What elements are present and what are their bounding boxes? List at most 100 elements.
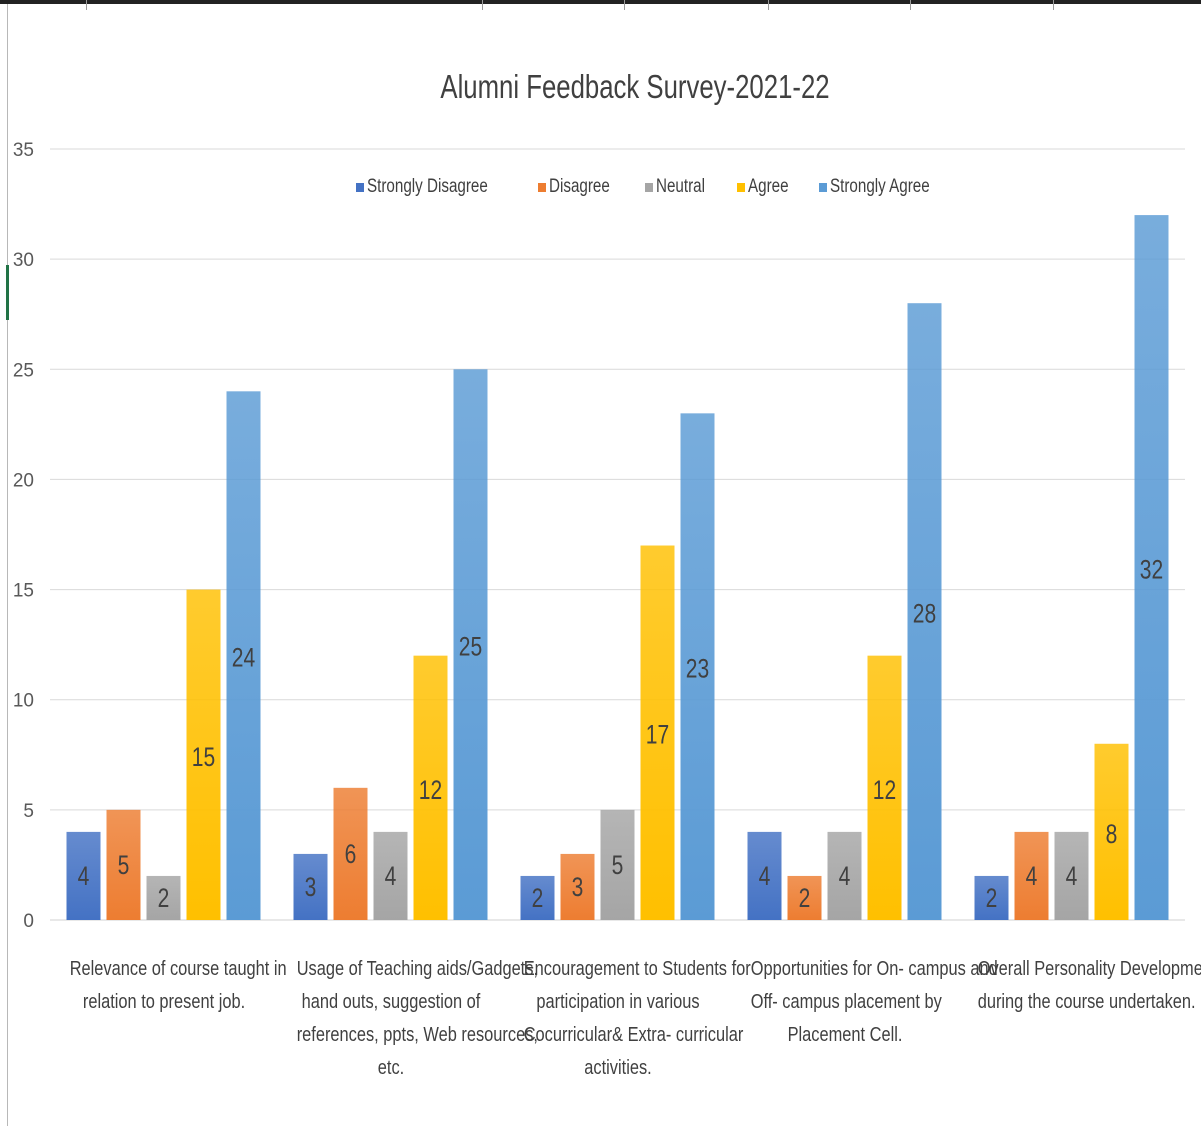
y-tick-label: 25 — [13, 360, 34, 381]
bar — [146, 875, 181, 920]
x-tick-label-line: Opportunities for On- campus and — [750, 958, 998, 980]
data-label: 4 — [839, 862, 851, 892]
data-label: 32 — [1140, 555, 1163, 585]
data-label: 2 — [986, 884, 998, 914]
data-label: 28 — [913, 599, 936, 629]
data-label: 4 — [759, 862, 771, 892]
x-tick-label: Usage of Teaching aids/Gadgets, hand outs… — [296, 953, 538, 1085]
data-label: 3 — [305, 873, 317, 903]
legend-swatch — [644, 182, 653, 192]
x-tick-label-line: activities. — [583, 1057, 652, 1079]
bar — [293, 853, 328, 920]
legend-swatch — [736, 182, 745, 192]
bar — [907, 303, 942, 920]
legend-label: Disagree — [548, 176, 610, 197]
column-divider — [86, 0, 87, 10]
x-tick-label-line: Usage of Teaching aids/Gadgets, — [296, 958, 538, 980]
x-tick-label: Overall Personality Development during th… — [977, 953, 1201, 1019]
bar — [453, 369, 488, 920]
x-tick-label-line: references, ppts, Web resources, — [296, 1024, 538, 1046]
data-label: 12 — [419, 775, 442, 805]
data-label: 24 — [232, 643, 255, 673]
data-label: 2 — [532, 884, 544, 914]
y-tick-label: 0 — [23, 911, 34, 932]
legend-label: Agree — [747, 176, 789, 197]
data-label: 3 — [572, 873, 584, 903]
legend-label: Neutral — [655, 176, 705, 197]
data-label: 6 — [345, 839, 357, 869]
bar — [827, 831, 862, 920]
legend-item-agree: Agree — [736, 176, 789, 198]
data-label: 5 — [612, 851, 624, 881]
y-tick-label: 15 — [13, 581, 34, 602]
bar — [520, 875, 555, 920]
bar — [640, 545, 675, 920]
x-tick-label-line: Cocurricular& Extra- curricular — [523, 1024, 743, 1046]
bar — [333, 787, 368, 920]
x-tick-label-line: Relevance of course taught in — [69, 958, 287, 980]
column-divider — [1053, 0, 1054, 10]
legend-label: Strongly Agree — [829, 176, 930, 197]
selection-marker — [6, 265, 9, 320]
data-label: 4 — [1026, 862, 1038, 892]
legend-label: Strongly Disagree — [366, 176, 488, 197]
y-tick-label: 20 — [13, 470, 34, 491]
x-tick-label-line: Placement Cell. — [787, 1024, 902, 1046]
x-tick-label-line: during the course undertaken. — [977, 991, 1196, 1013]
bar — [787, 875, 822, 920]
column-divider — [624, 0, 625, 10]
y-tick-label: 10 — [13, 691, 34, 712]
bar — [1134, 215, 1169, 921]
bar — [413, 655, 448, 920]
bar — [600, 809, 635, 920]
data-label: 23 — [686, 654, 709, 684]
sheet-left-border — [7, 4, 8, 1126]
data-label: 12 — [873, 775, 896, 805]
x-tick-label-line: participation in various — [535, 991, 700, 1013]
bar — [680, 413, 715, 920]
bar — [1054, 831, 1089, 920]
x-tick-label-line: Encouragement to Students for — [523, 958, 751, 980]
legend-item-strongly-agree: Strongly Agree — [818, 176, 945, 198]
y-tick-label: 5 — [23, 801, 34, 822]
bar — [1014, 831, 1049, 920]
chart-legend: Strongly Disagree Disagree Neutral Agree… — [300, 176, 1000, 198]
bar — [560, 853, 595, 920]
data-label: 4 — [78, 862, 90, 892]
x-tick-label-line: Overall Personality Development — [977, 958, 1201, 980]
data-label: 15 — [192, 742, 215, 772]
x-tick-label: Encouragement to Students for participati… — [523, 953, 751, 1085]
x-tick-label: Relevance of course taught in relation to… — [69, 953, 287, 1019]
sheet-top-border — [0, 0, 1201, 4]
legend-swatch — [355, 182, 364, 192]
x-tick-label-line: Off- campus placement by — [750, 991, 942, 1013]
bar — [747, 831, 782, 920]
data-label: 25 — [459, 632, 482, 662]
data-label: 5 — [118, 851, 130, 881]
x-tick-label-line: relation to present job. — [82, 991, 245, 1013]
data-label: 2 — [799, 884, 811, 914]
data-label: 2 — [158, 884, 170, 914]
bar — [974, 875, 1009, 920]
legend-item-neutral: Neutral — [644, 176, 707, 198]
column-divider — [768, 0, 769, 10]
y-tick-label: 30 — [13, 250, 34, 271]
y-tick-label: 35 — [13, 140, 34, 161]
legend-swatch — [537, 182, 546, 192]
bar — [186, 589, 221, 920]
x-tick-label-line: etc. — [377, 1057, 404, 1079]
data-label: 4 — [1066, 862, 1078, 892]
x-tick-label-line: hand outs, suggestion of — [301, 991, 480, 1013]
bar — [106, 809, 141, 920]
data-label: 4 — [385, 862, 397, 892]
bar — [373, 831, 408, 920]
column-divider — [910, 0, 911, 10]
chart-title: Alumni Feedback Survey-2021-22 — [440, 68, 830, 105]
bar — [66, 831, 101, 920]
bar — [226, 391, 261, 920]
bar — [1094, 743, 1129, 920]
data-label: 8 — [1106, 819, 1118, 849]
legend-item-strongly-disagree: Strongly Disagree — [355, 176, 508, 198]
legend-item-disagree: Disagree — [537, 176, 615, 198]
